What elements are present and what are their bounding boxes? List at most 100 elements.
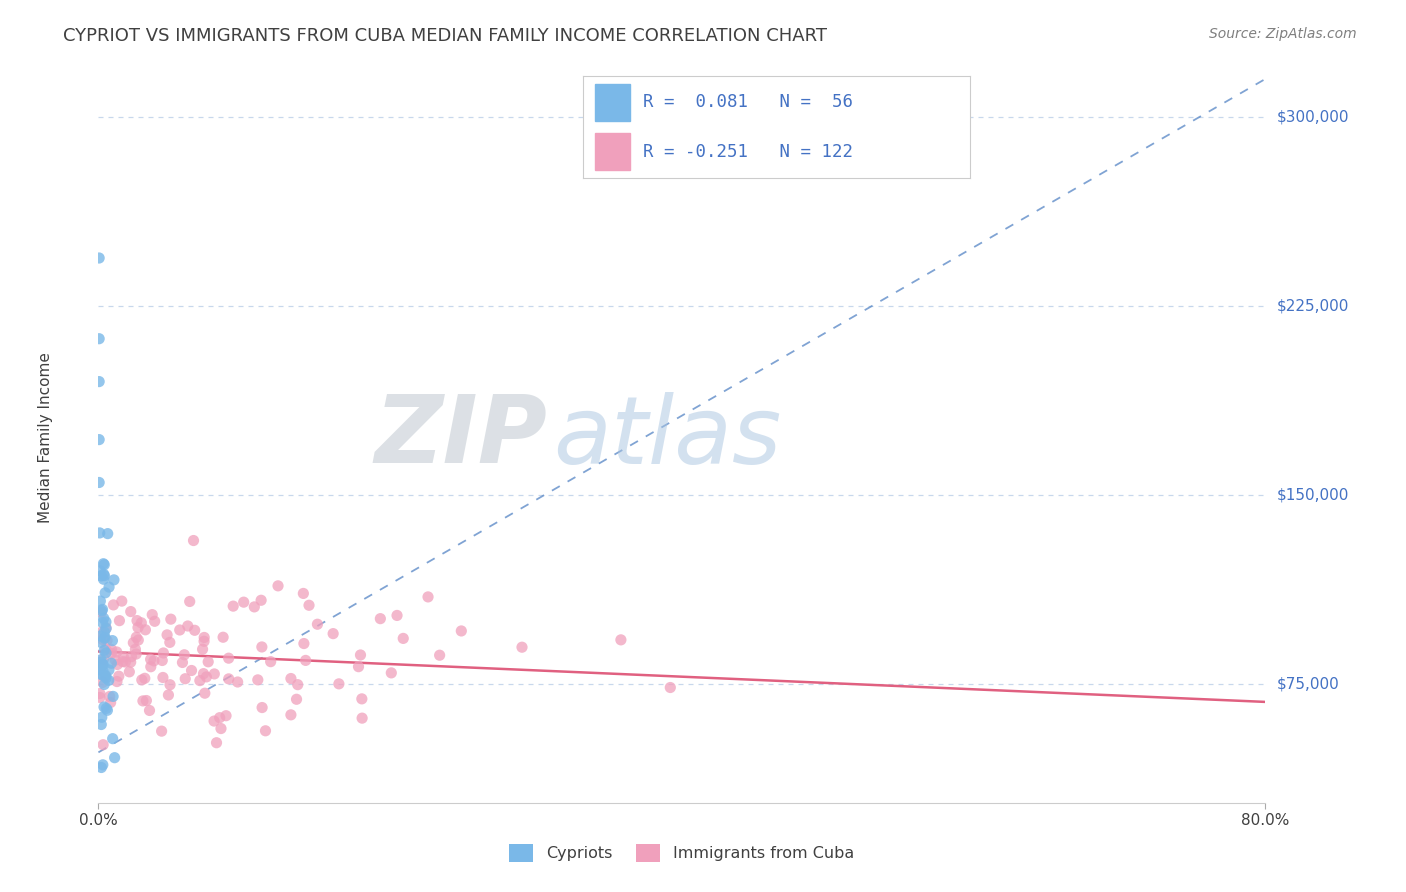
Point	[111, 655, 134, 669]
Point	[90, 625, 112, 640]
Point	[120, 649, 142, 664]
Point	[322, 626, 344, 640]
Point	[150, 724, 173, 739]
Point	[94, 630, 117, 644]
Point	[91, 632, 114, 647]
Point	[132, 694, 155, 708]
Point	[197, 655, 219, 669]
Point	[260, 655, 283, 669]
Point	[131, 615, 153, 630]
Point	[90, 605, 112, 619]
Point	[94, 615, 117, 629]
Point	[183, 624, 205, 638]
Point	[131, 673, 153, 687]
Point	[141, 607, 163, 622]
Point	[138, 703, 160, 717]
Legend: Cypriots, Immigrants from Cuba: Cypriots, Immigrants from Cuba	[503, 838, 860, 868]
Point	[209, 722, 232, 736]
Point	[177, 619, 200, 633]
Point	[103, 573, 125, 587]
Text: $300,000: $300,000	[1277, 109, 1348, 124]
Point	[298, 599, 321, 613]
Point	[93, 651, 115, 665]
Point	[94, 646, 117, 660]
Point	[91, 657, 114, 672]
Point	[212, 630, 235, 644]
Text: R =  0.081   N =  56: R = 0.081 N = 56	[644, 94, 853, 112]
Point	[429, 648, 451, 663]
Point	[89, 629, 111, 643]
Text: ZIP: ZIP	[375, 391, 548, 483]
Point	[134, 623, 156, 637]
Point	[98, 690, 121, 704]
Point	[285, 692, 308, 706]
Point	[98, 580, 121, 594]
Point	[139, 659, 162, 673]
Point	[94, 670, 117, 684]
Point	[152, 671, 174, 685]
Point	[250, 593, 273, 607]
Point	[156, 628, 179, 642]
Point	[215, 708, 238, 723]
Point	[90, 760, 112, 774]
Point	[143, 615, 166, 629]
Point	[226, 675, 249, 690]
Point	[93, 572, 115, 586]
Point	[120, 605, 142, 619]
Point	[127, 633, 149, 648]
Point	[347, 659, 370, 673]
Point	[287, 678, 309, 692]
Point	[218, 651, 240, 665]
Point	[193, 666, 215, 681]
Point	[218, 672, 240, 686]
Point	[91, 668, 114, 682]
Point	[380, 665, 402, 680]
Point	[89, 475, 111, 490]
Text: $150,000: $150,000	[1277, 488, 1348, 502]
Point	[205, 736, 228, 750]
Point	[107, 669, 129, 683]
Point	[96, 701, 118, 715]
Point	[222, 599, 245, 614]
Point	[159, 612, 181, 626]
Point	[139, 652, 162, 666]
Point	[93, 567, 115, 582]
Point	[127, 621, 149, 635]
Point	[90, 635, 112, 649]
Point	[90, 604, 112, 618]
Point	[280, 707, 302, 722]
Point	[96, 703, 118, 717]
Point	[91, 757, 114, 772]
Point	[150, 653, 173, 667]
Point	[94, 621, 117, 635]
Point	[97, 673, 120, 688]
Point	[90, 655, 112, 669]
Point	[195, 670, 218, 684]
Point	[416, 590, 439, 604]
Point	[104, 653, 127, 667]
Point	[328, 677, 350, 691]
Point	[202, 714, 225, 728]
Point	[93, 557, 115, 571]
Point	[89, 594, 111, 608]
Point	[93, 700, 115, 714]
Point	[191, 642, 214, 657]
Point	[89, 251, 111, 265]
Point	[96, 633, 118, 648]
Point	[292, 636, 315, 650]
Point	[450, 624, 472, 638]
Text: atlas: atlas	[554, 392, 782, 483]
Point	[208, 711, 231, 725]
Point	[93, 568, 115, 582]
Point	[125, 630, 148, 644]
Point	[93, 643, 115, 657]
Point	[94, 642, 117, 657]
Point	[101, 690, 124, 704]
Point	[510, 640, 533, 655]
Point	[202, 667, 225, 681]
Point	[90, 717, 112, 731]
Point	[100, 657, 122, 671]
Point	[267, 579, 290, 593]
Point	[105, 645, 128, 659]
Point	[243, 599, 266, 614]
